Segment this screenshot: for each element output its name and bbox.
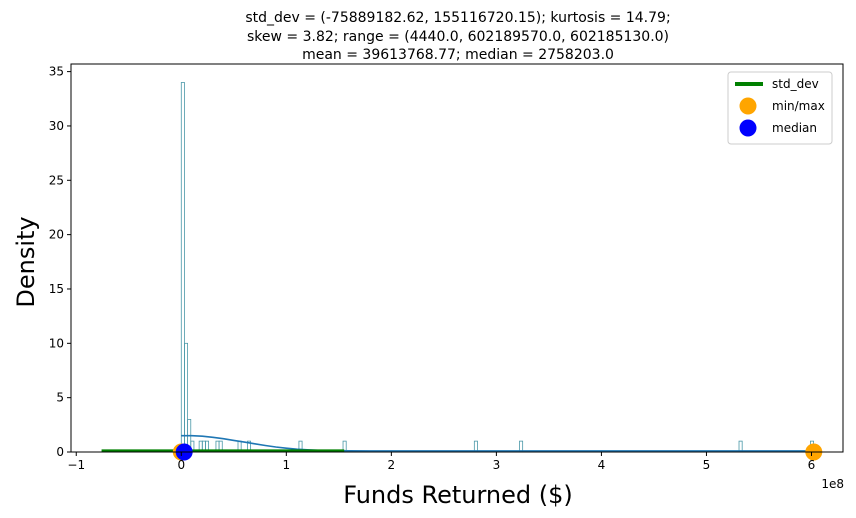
y-axis-label: Density (12, 216, 40, 307)
x-tick-label: 2 (388, 458, 396, 472)
title-line-3: mean = 39613768.77; median = 2758203.0 (302, 47, 614, 63)
y-tick-label: 15 (49, 282, 64, 296)
x-tick-label: 3 (493, 458, 501, 472)
x-tick-label: 4 (598, 458, 606, 472)
x-tick-label: 1 (282, 458, 290, 472)
y-tick-label: 35 (49, 65, 64, 79)
histogram-bar-0 (180, 82, 185, 453)
title-line-2: skew = 3.82; range = (4440.0, 602189570.… (247, 29, 669, 45)
y-tick-label: 0 (56, 445, 64, 459)
y-tick-label: 5 (56, 391, 64, 405)
y-tick-label: 20 (49, 228, 64, 242)
legend-min-max-swatch (739, 97, 757, 115)
legend-min-max-label: min/max (772, 99, 825, 113)
data-marks (101, 82, 823, 461)
axes-frame (70, 63, 844, 453)
kde-curve (181, 434, 814, 452)
x-tick-label: 0 (177, 458, 185, 472)
x-tick-label: −1 (67, 458, 85, 472)
x-tick-label: 5 (703, 458, 711, 472)
y-tick-label: 25 (49, 173, 64, 187)
chart-title: std_dev = (-75889182.62, 155116720.15); … (245, 10, 670, 63)
title-line-1: std_dev = (-75889182.62, 155116720.15); … (245, 10, 670, 26)
x-axis-label: Funds Returned ($) (343, 481, 573, 509)
y-tick-label: 10 (49, 336, 64, 350)
x-tick-label: 6 (808, 458, 816, 472)
y-tick-label: 30 (49, 119, 64, 133)
legend-median-label: median (772, 121, 817, 135)
legend: std_dev min/max median (727, 71, 833, 145)
legend-median-swatch (739, 119, 757, 137)
x-offset-label: 1e8 (821, 477, 844, 491)
legend-std-dev-label: std_dev (772, 77, 819, 91)
